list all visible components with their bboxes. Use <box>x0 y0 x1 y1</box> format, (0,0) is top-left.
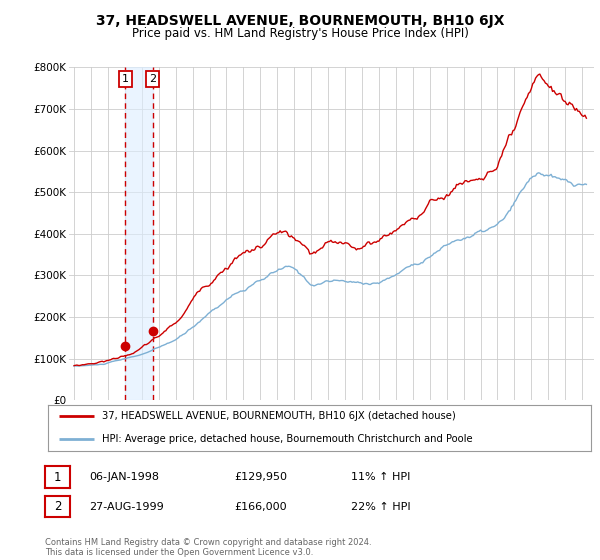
Text: 37, HEADSWELL AVENUE, BOURNEMOUTH, BH10 6JX (detached house): 37, HEADSWELL AVENUE, BOURNEMOUTH, BH10 … <box>103 412 456 421</box>
Text: Contains HM Land Registry data © Crown copyright and database right 2024.
This d: Contains HM Land Registry data © Crown c… <box>45 538 371 557</box>
Text: 11% ↑ HPI: 11% ↑ HPI <box>351 472 410 482</box>
Text: 2: 2 <box>54 500 61 514</box>
Text: 1: 1 <box>54 470 61 484</box>
Text: 37, HEADSWELL AVENUE, BOURNEMOUTH, BH10 6JX: 37, HEADSWELL AVENUE, BOURNEMOUTH, BH10 … <box>96 14 504 28</box>
Text: 27-AUG-1999: 27-AUG-1999 <box>89 502 164 512</box>
Bar <box>125 67 153 400</box>
Text: 1: 1 <box>122 74 129 84</box>
Text: HPI: Average price, detached house, Bournemouth Christchurch and Poole: HPI: Average price, detached house, Bour… <box>103 435 473 444</box>
Text: £129,950: £129,950 <box>234 472 287 482</box>
Text: 2: 2 <box>149 74 157 84</box>
Text: Price paid vs. HM Land Registry's House Price Index (HPI): Price paid vs. HM Land Registry's House … <box>131 27 469 40</box>
Text: 22% ↑ HPI: 22% ↑ HPI <box>351 502 410 512</box>
Text: 06-JAN-1998: 06-JAN-1998 <box>89 472 159 482</box>
Text: £166,000: £166,000 <box>234 502 287 512</box>
